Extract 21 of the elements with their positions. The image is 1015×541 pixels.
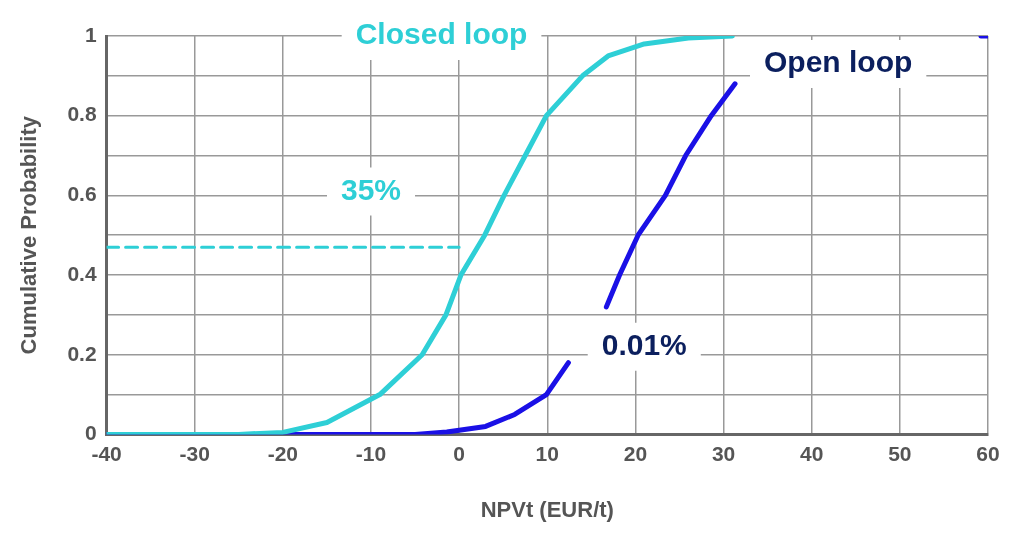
series-label: Open loop	[764, 45, 913, 79]
series-label: Closed loop	[355, 17, 528, 51]
y-axis-title: Cumulative Probability	[16, 115, 42, 355]
y-tick-label: 0.8	[67, 102, 97, 126]
annotation: 0.01%	[601, 328, 687, 362]
annotation: 35%	[340, 172, 402, 206]
y-tick-label: 1	[84, 22, 97, 46]
x-tick-label: -20	[267, 441, 299, 465]
x-tick-label: -30	[179, 441, 210, 465]
x-tick-label: 0	[453, 441, 465, 465]
y-tick-label: 0.2	[67, 341, 97, 365]
y-tick-label: 0.6	[67, 182, 97, 206]
x-tick-label: -10	[355, 441, 387, 465]
x-tick-label: 30	[711, 441, 736, 465]
x-tick-label: 40	[800, 441, 824, 465]
x-tick-label: 60	[976, 441, 1000, 465]
x-tick-label: 10	[535, 441, 559, 465]
y-tick-label: 0.4	[67, 261, 97, 285]
x-axis-title: NPVt (EUR/t)	[480, 496, 614, 522]
x-tick-label: 50	[888, 441, 912, 465]
x-tick-label: 20	[623, 441, 648, 465]
